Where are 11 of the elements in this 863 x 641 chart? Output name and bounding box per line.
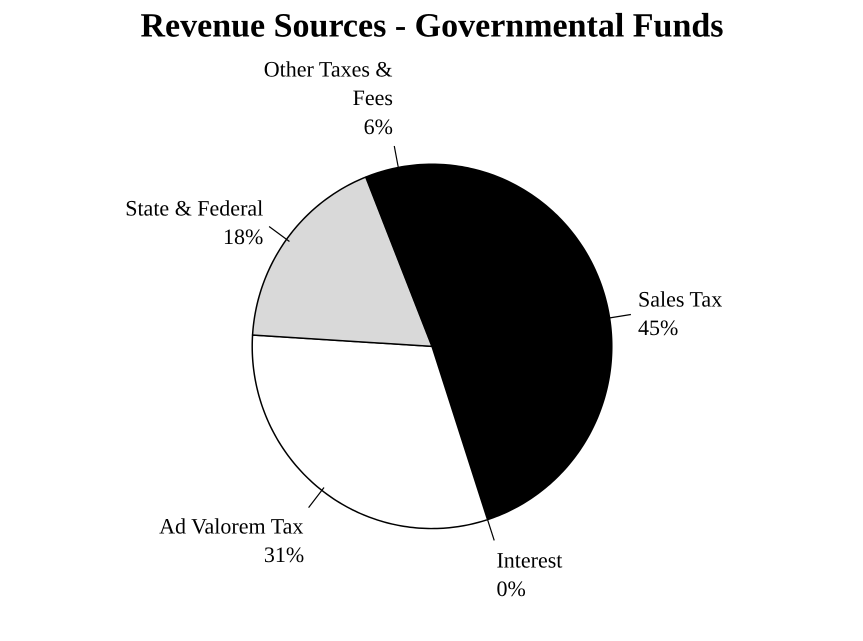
chart-title: Revenue Sources - Governmental Funds	[140, 8, 724, 44]
legend-label: Interest	[496, 547, 562, 572]
slice-label: Other Taxes & Fees	[264, 56, 393, 110]
data-label: 31%	[264, 542, 304, 568]
text: 0%	[496, 576, 526, 602]
slice-label: Ad Valorem Tax	[159, 513, 304, 538]
slice-label: State & Federal	[125, 195, 264, 220]
data-label: 18%	[222, 224, 264, 250]
data-label: 45%	[638, 315, 678, 340]
slice-label: Sales Tax	[638, 286, 722, 312]
data-label: 6%	[364, 114, 393, 139]
